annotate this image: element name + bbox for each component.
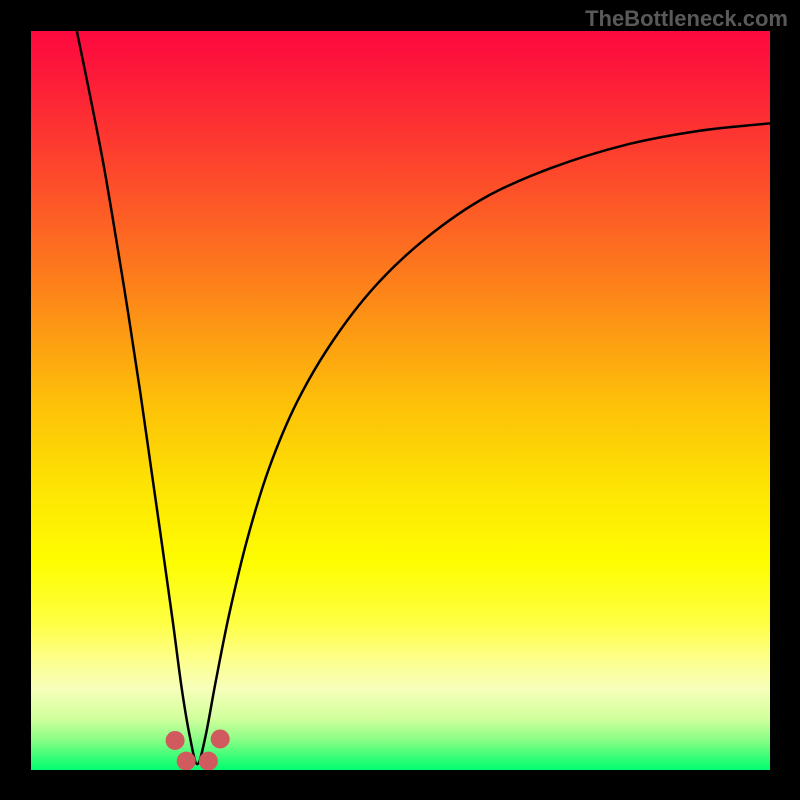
- watermark-text: TheBottleneck.com: [585, 6, 788, 32]
- bottom-marker: [177, 752, 196, 771]
- bottom-marker: [211, 729, 230, 748]
- bottom-marker: [166, 731, 185, 750]
- bottleneck-chart: [0, 0, 800, 800]
- bottom-marker: [199, 752, 218, 771]
